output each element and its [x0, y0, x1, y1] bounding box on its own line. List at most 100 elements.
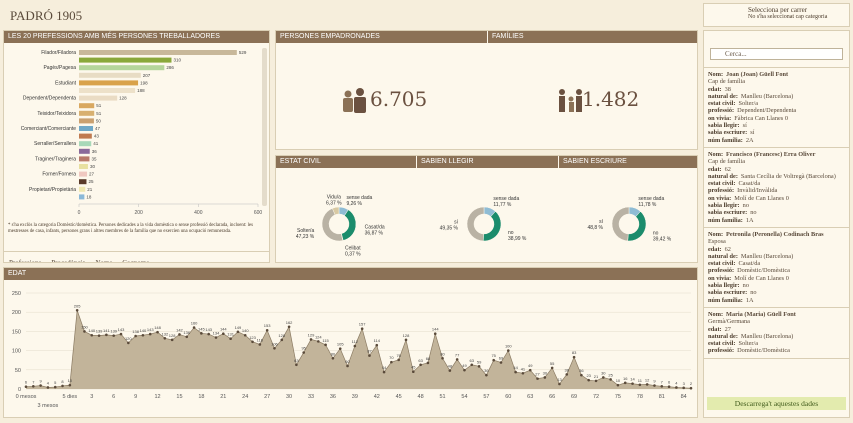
value-label: 140: [88, 328, 95, 333]
slice-name: no: [508, 230, 514, 236]
slice-label: no 39,42 %: [653, 230, 672, 242]
value-label: 188: [137, 88, 145, 93]
donut-slice: [482, 211, 502, 242]
person-role: Cap de família: [708, 78, 746, 86]
field-row: on vivia: Fàbrica Can Llanes 0: [708, 115, 845, 122]
field-label: Nom:: [708, 150, 724, 158]
value-label: 76: [396, 353, 401, 358]
value-label: 116: [257, 337, 264, 342]
point: [477, 365, 481, 368]
value-label: 13: [557, 377, 562, 382]
value-label: 47: [95, 126, 101, 131]
bar: [79, 186, 86, 192]
point: [346, 364, 349, 368]
value-label: 7: [32, 379, 35, 384]
tab[interactable]: Noms: [95, 259, 113, 263]
field-value: sí: [742, 122, 747, 130]
value-label: 25: [608, 372, 613, 377]
tab[interactable]: Procedència: [51, 259, 86, 263]
field-label: sabia llegir:: [708, 122, 740, 130]
slice-name: Casat/da: [365, 224, 385, 230]
field-value: 27: [724, 325, 731, 333]
filter-box[interactable]: Selecciona per carrer No s'ha selecciona…: [703, 3, 850, 27]
slice-label: Celibat 0,37 %: [345, 245, 361, 257]
point: [287, 325, 291, 329]
field-label: edat:: [708, 165, 722, 173]
point: [148, 332, 152, 336]
bar: [79, 179, 87, 185]
value-label: 100: [505, 344, 512, 349]
value-label: 10: [616, 378, 621, 383]
y-tick-label: Dependent/Dependenta: [23, 96, 76, 102]
value-label: 16: [623, 376, 628, 381]
field-row: professió: Domèstic/Domèstica: [708, 347, 845, 354]
value-label: 310: [173, 58, 181, 63]
field-row: edat: 38: [708, 86, 845, 93]
field-value: Manlleu (Barcelona): [740, 92, 794, 100]
value-label: 70: [389, 355, 394, 360]
x-tick-label: 39: [352, 394, 358, 400]
slice-value: 48,8 %: [587, 225, 603, 231]
bar-chart: 0 200 400 600 Filador/Filadora 529 310 Pagès/Pa…: [21, 48, 267, 216]
search-box[interactable]: Cerca...: [710, 48, 843, 60]
y-tick-label: 0: [18, 387, 21, 393]
point: [536, 377, 539, 380]
x-tick-label: 51: [439, 394, 445, 400]
field-value: Santa Cecília de Voltregà (Barcelona): [740, 172, 836, 180]
point: [83, 330, 86, 333]
field-row: sabia llegir: no: [708, 202, 845, 209]
field-label: professió:: [708, 107, 735, 115]
value-label: 106: [271, 341, 278, 346]
point: [141, 333, 145, 337]
field-row: natural de: Manlleu (Barcelona): [708, 333, 845, 340]
slice-name: sí: [454, 219, 459, 225]
value-label: 134: [213, 331, 220, 336]
field-value: Molí de Can Llanes 0: [734, 194, 789, 202]
point: [675, 386, 678, 389]
value-label: 30: [90, 164, 96, 169]
slice-name: sense dada: [493, 196, 519, 202]
point: [448, 369, 452, 372]
value-label: 149: [235, 325, 242, 330]
point: [667, 385, 671, 388]
point: [265, 328, 269, 332]
field-value: Invàlid/Invàlida: [737, 187, 778, 195]
bar: [79, 118, 94, 124]
point: [331, 356, 335, 360]
field-label: sabia escriure:: [708, 129, 748, 137]
people-list: Nom: Joan (Joan) Güell Font Cap de família…: [704, 67, 849, 390]
point: [251, 340, 254, 344]
point: [521, 371, 525, 375]
search-placeholder: Cerca...: [725, 50, 747, 58]
point: [653, 384, 656, 387]
value-label: 128: [278, 333, 285, 338]
person-card: Nom: Francisco (Francesc) Erra Oliver Cap …: [704, 148, 849, 228]
tab[interactable]: Cognoms: [122, 259, 150, 263]
slice-value: 47,23 %: [296, 234, 315, 240]
y-tick-label: 150: [12, 329, 21, 335]
bar: [79, 171, 88, 177]
professions-panel: LES 20 PREFESSIONS AMB MÉS PERSONES TREB…: [3, 30, 270, 263]
point: [616, 383, 620, 387]
value-label: 80: [331, 351, 336, 356]
point: [638, 383, 642, 387]
x-tick-label: 3: [90, 394, 93, 400]
field-row: sabia escriure: no: [708, 209, 845, 216]
value-label: 286: [166, 65, 174, 70]
point: [499, 361, 503, 364]
y-tick-label: 250: [12, 291, 21, 297]
value-label: 144: [432, 327, 439, 332]
download-button[interactable]: Descarrega't aquestes dades: [707, 397, 846, 410]
value-label: 136: [183, 330, 190, 335]
point: [602, 376, 605, 379]
point: [170, 338, 174, 342]
point: [236, 330, 240, 334]
value-label: 36: [484, 368, 489, 373]
tab[interactable]: Professions: [4, 257, 46, 262]
field-row: edat: 62: [708, 246, 845, 253]
field-value: Molí de Can Llanes 0: [734, 274, 789, 282]
field-row: professió: Domèstic/Domèstica: [708, 267, 845, 274]
x-tick-label: 18: [198, 394, 204, 400]
slice-value: 49,35 %: [440, 225, 459, 231]
field-label: sabia llegir:: [708, 202, 740, 210]
